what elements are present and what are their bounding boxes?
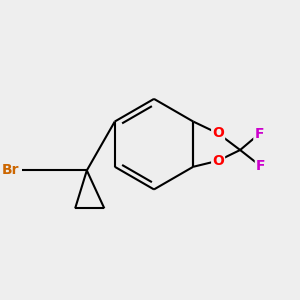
Text: Br: Br bbox=[2, 164, 19, 177]
Text: O: O bbox=[212, 154, 224, 168]
Text: O: O bbox=[212, 126, 224, 140]
Text: F: F bbox=[254, 127, 264, 141]
Text: F: F bbox=[256, 159, 265, 173]
